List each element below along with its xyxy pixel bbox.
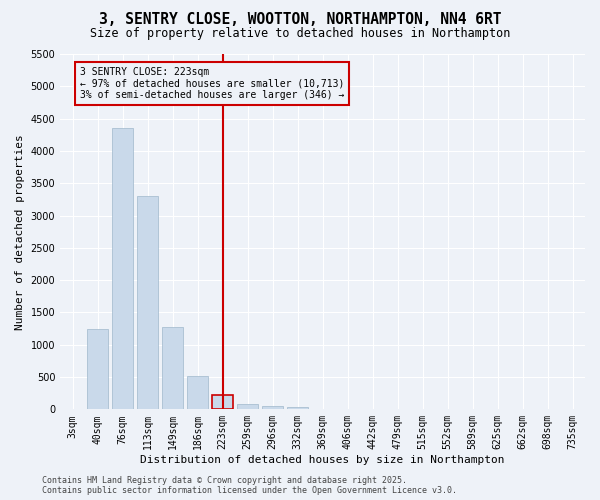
- X-axis label: Distribution of detached houses by size in Northampton: Distribution of detached houses by size …: [140, 455, 505, 465]
- Bar: [187, 376, 208, 410]
- Bar: [112, 128, 133, 410]
- Bar: [87, 328, 108, 409]
- Bar: [212, 395, 233, 409]
- Bar: [287, 406, 308, 410]
- Text: 3 SENTRY CLOSE: 223sqm
← 97% of detached houses are smaller (10,713)
3% of semi-: 3 SENTRY CLOSE: 223sqm ← 97% of detached…: [80, 67, 344, 100]
- Y-axis label: Number of detached properties: Number of detached properties: [15, 134, 25, 330]
- Text: Size of property relative to detached houses in Northampton: Size of property relative to detached ho…: [90, 28, 510, 40]
- Bar: [162, 326, 183, 409]
- Text: Contains HM Land Registry data © Crown copyright and database right 2025.
Contai: Contains HM Land Registry data © Crown c…: [42, 476, 457, 495]
- Bar: [137, 196, 158, 410]
- Bar: [262, 406, 283, 409]
- Text: 3, SENTRY CLOSE, WOOTTON, NORTHAMPTON, NN4 6RT: 3, SENTRY CLOSE, WOOTTON, NORTHAMPTON, N…: [99, 12, 501, 28]
- Bar: [237, 404, 258, 409]
